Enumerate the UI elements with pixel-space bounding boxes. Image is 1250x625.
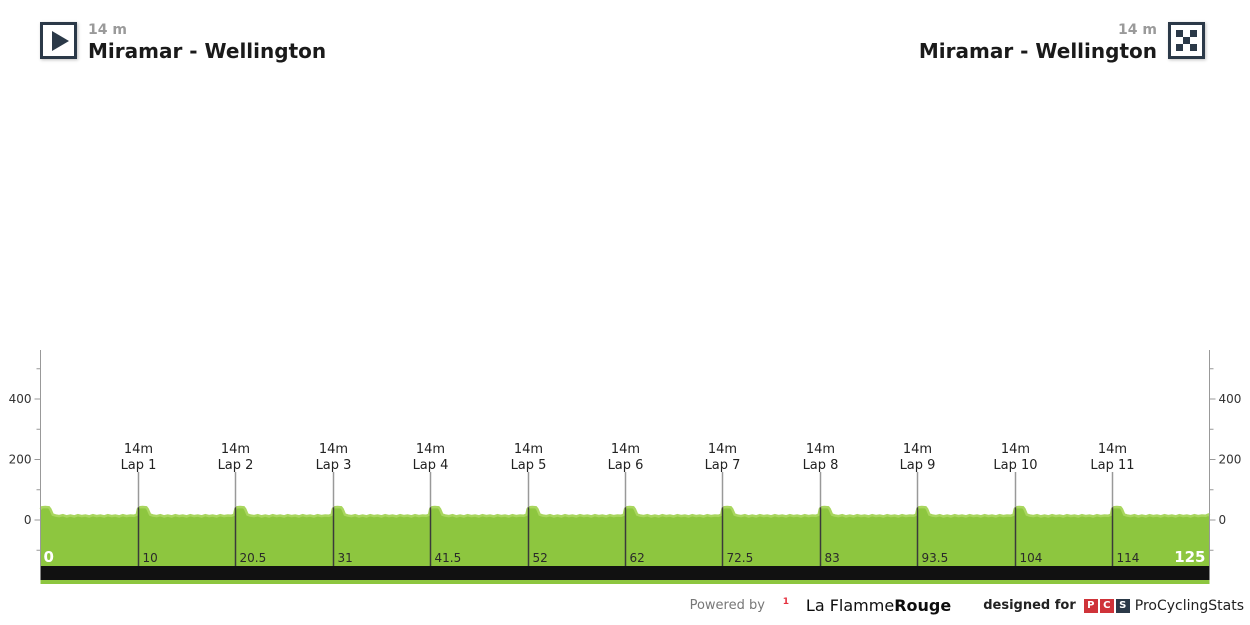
lap-km-label: 31 (338, 551, 353, 565)
lap-number-label: Lap 11 (1090, 458, 1134, 473)
lap-km-label: 83 (825, 551, 840, 565)
pcs-logo-icon: P C S (1083, 598, 1130, 613)
start-km-label: 0 (44, 548, 54, 566)
finish-location-title: Miramar - Wellington (918, 39, 1157, 63)
lap-elevation-label: 14m (1001, 442, 1030, 457)
start-elevation: 14 m (88, 22, 127, 38)
lap-km-label: 10 (143, 551, 158, 565)
lap-elevation-label: 14m (611, 442, 640, 457)
start-flag-icon (40, 22, 77, 59)
right-tick-label: 0 (1219, 513, 1227, 527)
finish-flag-icon (1168, 22, 1205, 59)
checkered-flag-icon (1176, 30, 1197, 51)
right-tick-label: 400 (1219, 392, 1242, 406)
lap-km-label: 114 (1117, 551, 1140, 565)
lap-elevation-label: 14m (903, 442, 932, 457)
left-tick-label: 0 (24, 513, 32, 527)
lap-elevation-label: 14m (1098, 442, 1127, 457)
lap-number-label: Lap 6 (608, 458, 644, 473)
lap-number-label: Lap 5 (511, 458, 547, 473)
lap-number-label: Lap 10 (993, 458, 1037, 473)
lap-number-label: Lap 3 (316, 458, 352, 473)
lap-number-label: Lap 1 (121, 458, 157, 473)
right-tick-label: 200 (1219, 453, 1242, 467)
left-tick-label: 200 (9, 453, 32, 467)
lap-elevation-label: 14m (514, 442, 543, 457)
elevation-profile-chart: 14m Lap 1 10 14m Lap 2 20.5 14m Lap 3 31 14m Lap 4… (0, 340, 1250, 600)
lap-number-label: Lap 9 (900, 458, 936, 473)
lap-km-label: 52 (533, 551, 548, 565)
lap-number-label: Lap 4 (413, 458, 449, 473)
lap-elevation-label: 14m (416, 442, 445, 457)
lap-number-label: Lap 8 (803, 458, 839, 473)
footer-credits: Powered by 1 La FlammeRouge designed for… (690, 595, 1244, 616)
finish-elevation: 14 m (1118, 22, 1157, 38)
base-strip (40, 580, 1210, 584)
lap-elevation-label: 14m (708, 442, 737, 457)
powered-by-label: Powered by (689, 598, 765, 613)
lap-number-label: Lap 7 (705, 458, 741, 473)
la-flamme-rouge-logo-text[interactable]: La FlammeRouge (805, 596, 952, 615)
lap-km-label: 62 (630, 551, 645, 565)
play-triangle-icon (52, 30, 69, 51)
left-tick-label: 400 (9, 392, 32, 406)
lap-km-label: 104 (1020, 551, 1043, 565)
lap-km-label: 41.5 (435, 551, 462, 565)
la-flamme-rouge-icon: 1 (777, 595, 800, 616)
lap-km-label: 93.5 (922, 551, 949, 565)
lap-number-label: Lap 2 (218, 458, 254, 473)
distance-bar (40, 566, 1210, 580)
lap-km-label: 20.5 (240, 551, 267, 565)
designed-for-label: designed for (983, 598, 1076, 613)
start-header: 14 m Miramar - Wellington (40, 22, 326, 63)
finish-header: 14 m Miramar - Wellington (919, 22, 1205, 63)
lap-elevation-label: 14m (806, 442, 835, 457)
lap-elevation-label: 14m (319, 442, 348, 457)
finish-km-label: 125 (1174, 548, 1205, 566)
lap-elevation-label: 14m (124, 442, 153, 457)
lap-elevation-label: 14m (221, 442, 250, 457)
lap-km-label: 72.5 (727, 551, 754, 565)
start-location-title: Miramar - Wellington (88, 39, 327, 63)
procyclingstats-label[interactable]: ProCyclingStats (1134, 597, 1244, 614)
